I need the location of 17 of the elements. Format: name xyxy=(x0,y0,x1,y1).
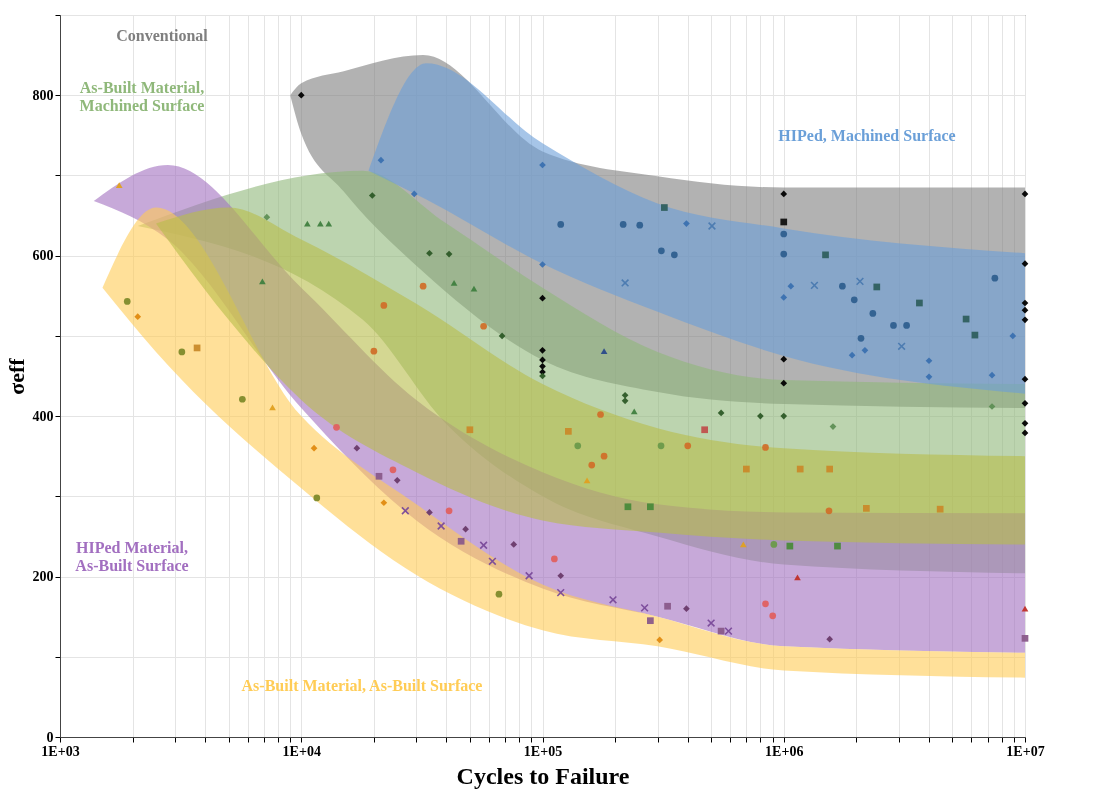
y-tick-label: 800 xyxy=(32,87,54,103)
x-tick-label: 1E+05 xyxy=(523,743,563,759)
annotation: As-Built Material, As-Built Surface xyxy=(241,677,483,694)
x-tick-label: 1E+06 xyxy=(765,743,804,759)
annotation: HIPed Material, As-Built Surface xyxy=(75,539,189,574)
y-tick-label: 400 xyxy=(32,408,54,424)
x-axis-title: Cycles to Failure xyxy=(456,762,630,789)
y-tick-label: 0 xyxy=(46,729,54,745)
x-tick-label: 1E+03 xyxy=(41,743,80,759)
annotation: As-Built Material, Machined Surface xyxy=(79,79,205,114)
x-tick-label: 1E+07 xyxy=(1006,743,1045,759)
annotation: Conventional xyxy=(116,27,209,44)
annotation: HIPed, Machined Surface xyxy=(778,127,956,144)
y-tick-label: 600 xyxy=(32,248,54,264)
x-tick-label: 1E+04 xyxy=(282,743,321,759)
y-tick-label: 200 xyxy=(32,569,54,585)
y-axis-title: σeff xyxy=(3,357,29,395)
